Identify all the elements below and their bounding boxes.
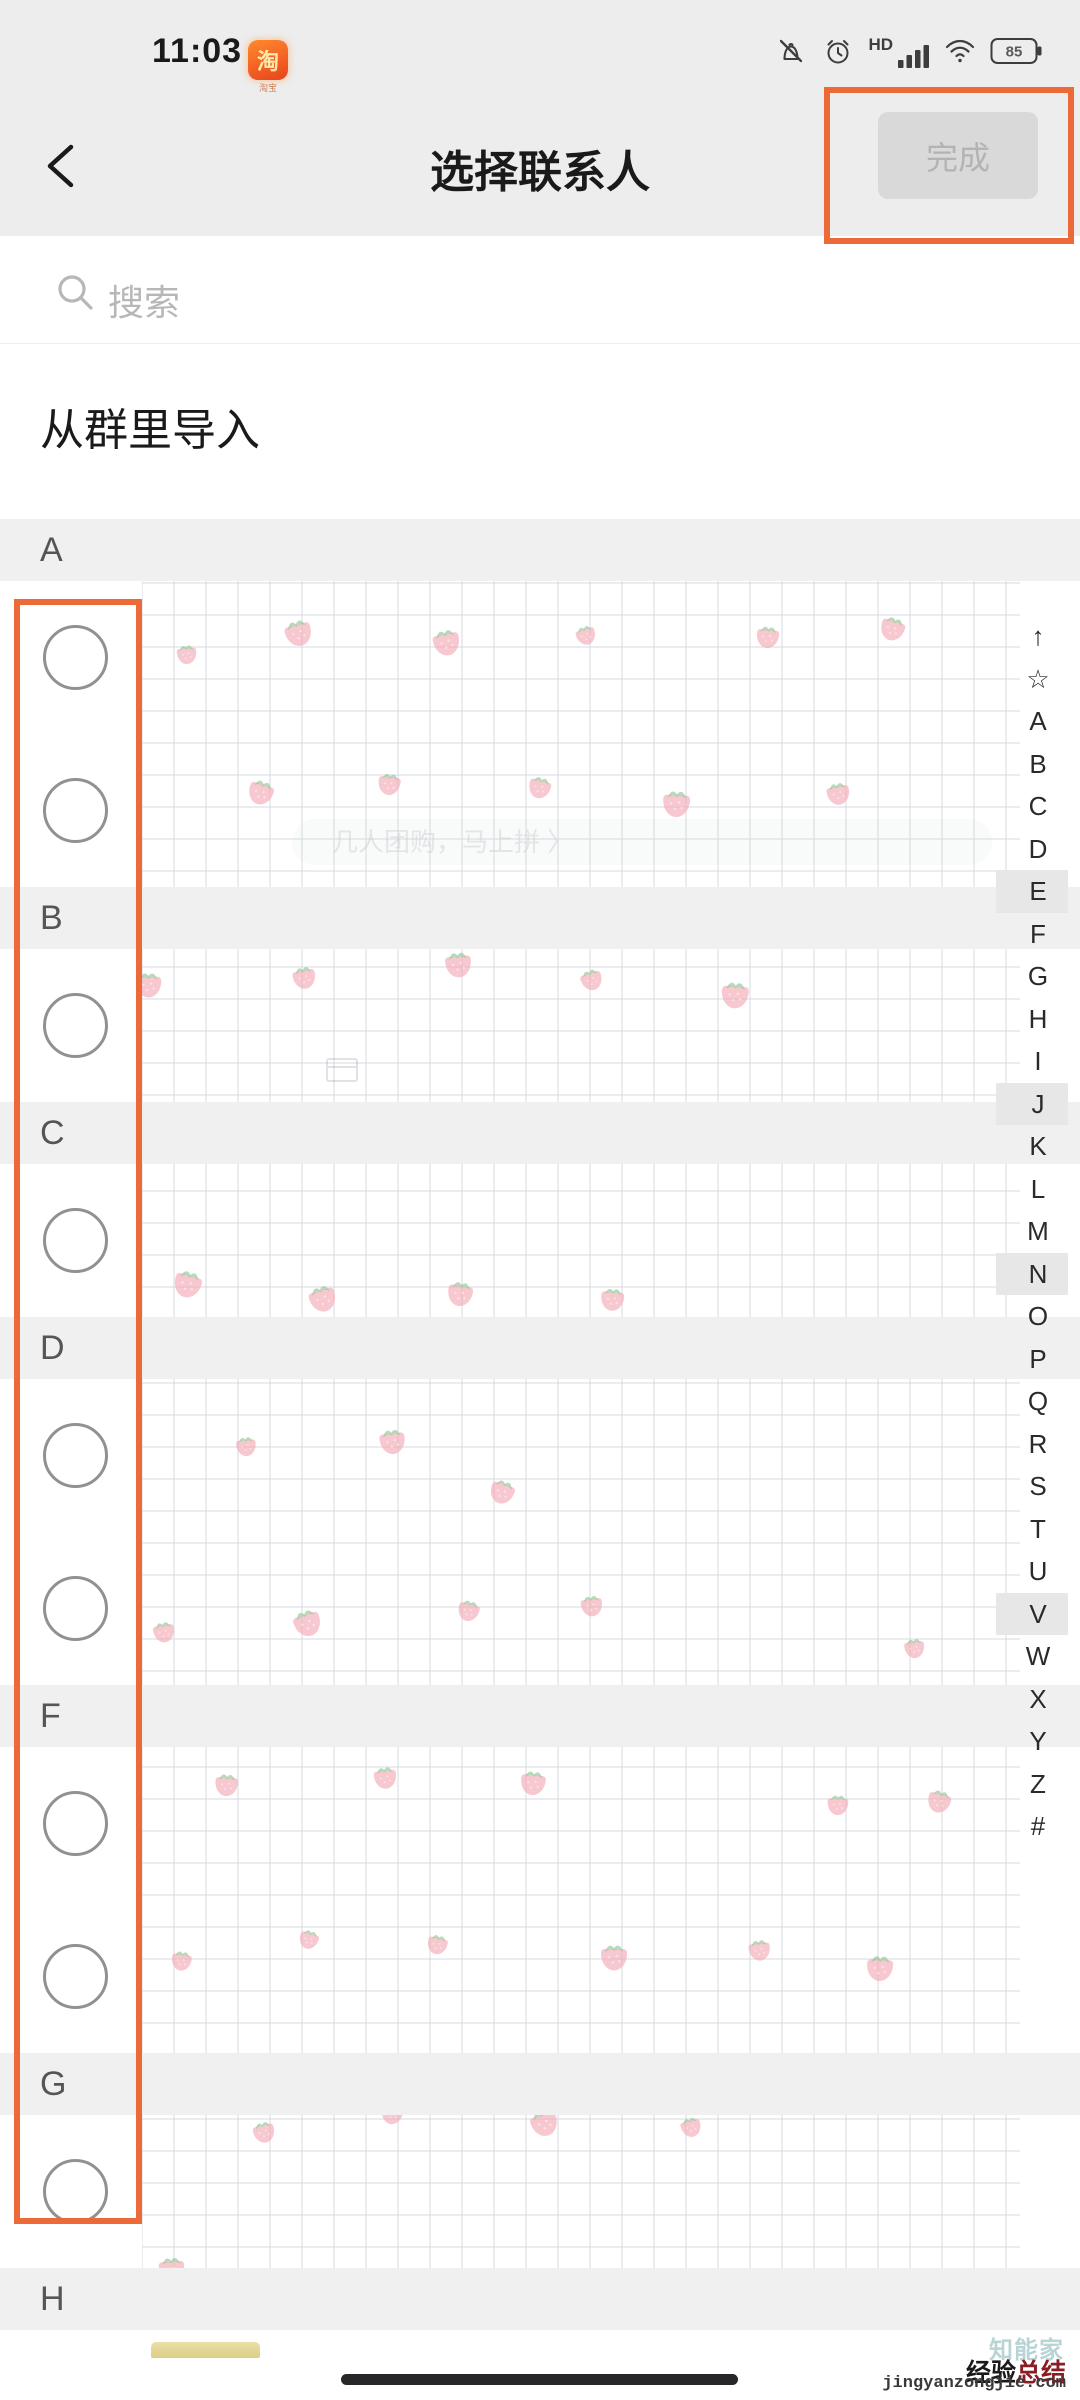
svg-text:85: 85	[1006, 44, 1023, 61]
